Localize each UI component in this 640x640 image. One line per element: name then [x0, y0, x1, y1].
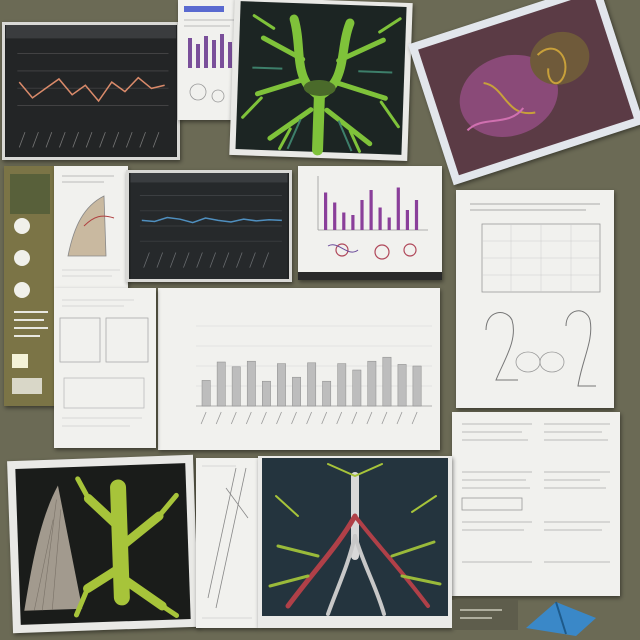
- green-branching-structure-photo: [229, 0, 412, 161]
- center-chart-bar: [323, 381, 331, 406]
- purple-tissue-photo-tilted: [408, 0, 640, 185]
- root-structure-photo: [258, 456, 452, 628]
- center-chart-tick-label: [322, 412, 327, 424]
- right-text-documents: [452, 412, 620, 596]
- purple-chart-bar: [406, 210, 409, 230]
- center-chart-tick-label: [352, 412, 357, 424]
- right-text-documents-graphic: [452, 412, 620, 596]
- purple-bar-chart-graphic: [298, 166, 442, 272]
- purple-chart-bar: [351, 215, 354, 230]
- bottom-strip-graphic: [452, 600, 518, 630]
- green-branching-structure-graphic: [229, 0, 412, 161]
- center-chart-bar: [398, 364, 406, 406]
- center-chart-bar: [262, 381, 270, 406]
- center-chart-bar: [202, 380, 210, 406]
- center-chart-tick-label: [277, 412, 282, 424]
- purple-chart-bar: [324, 193, 327, 231]
- center-chart-tick-label: [261, 412, 266, 424]
- purple-chart-bar: [333, 203, 336, 231]
- center-chart-tick-label: [337, 412, 342, 424]
- purple-chart-bar: [342, 213, 345, 231]
- center-chart-bar: [413, 366, 421, 406]
- left-document-sketches-graphic: [54, 166, 128, 288]
- purple-chart-bar: [415, 200, 418, 230]
- center-chart-bar: [368, 361, 376, 406]
- center-bar-chart-graphic: [158, 288, 440, 450]
- center-chart-bar: [217, 362, 225, 406]
- center-chart-bar: [338, 364, 346, 406]
- center-bar-chart-document: [158, 288, 440, 450]
- dark-line-chart-top-left-graphic: [5, 25, 177, 157]
- center-chart-tick-label: [397, 412, 402, 424]
- blue-object-bottom-right: [516, 598, 606, 638]
- center-chart-bar: [277, 364, 285, 406]
- center-chart-tick-label: [307, 412, 312, 424]
- right-document-grid-graphic: [456, 190, 614, 408]
- center-chart-bar: [232, 367, 240, 406]
- center-chart-bar: [383, 357, 391, 406]
- dark-line-chart-middle: [126, 170, 292, 282]
- purple-chart-bar: [379, 208, 382, 231]
- left-document-sketches: [54, 166, 128, 288]
- center-chart-bar: [292, 377, 300, 406]
- center-chart-tick-label: [216, 412, 221, 424]
- right-document-grid-and-sketches: [456, 190, 614, 408]
- bottom-side-document: [196, 458, 258, 628]
- dark-line-chart-middle-graphic: [129, 173, 289, 279]
- left-document-pages: [54, 288, 156, 448]
- left-icon-strip-graphic: [4, 166, 56, 406]
- blue-object-graphic: [516, 598, 606, 638]
- center-chart-tick-label: [201, 412, 206, 424]
- center-chart-bar: [247, 361, 255, 406]
- dark-line-chart-top-left: [2, 22, 180, 160]
- center-chart-tick-label: [246, 412, 251, 424]
- purple-bar-chart-sheet: [298, 166, 442, 280]
- center-chart-tick-label: [231, 412, 236, 424]
- center-chart-bar: [308, 363, 316, 406]
- purple-tissue-photo-graphic: [408, 0, 640, 185]
- green-branching-photo-bottom-graphic: [7, 455, 199, 633]
- left-document-pages-graphic: [54, 288, 156, 448]
- bottom-side-document-graphic: [196, 458, 258, 628]
- green-branching-photo-bottom-left: [7, 455, 199, 633]
- purple-chart-bar: [397, 188, 400, 231]
- left-icon-strip: [4, 166, 56, 406]
- center-chart-tick-label: [367, 412, 372, 424]
- purple-chart-bar: [360, 200, 363, 230]
- root-structure-photo-graphic: [258, 456, 452, 628]
- center-chart-tick-label: [382, 412, 387, 424]
- bottom-strip: [452, 600, 518, 630]
- center-chart-tick-label: [412, 412, 417, 424]
- center-chart-bar: [353, 370, 361, 406]
- purple-chart-bar: [370, 190, 373, 230]
- center-chart-tick-label: [292, 412, 297, 424]
- purple-chart-bar: [388, 218, 391, 231]
